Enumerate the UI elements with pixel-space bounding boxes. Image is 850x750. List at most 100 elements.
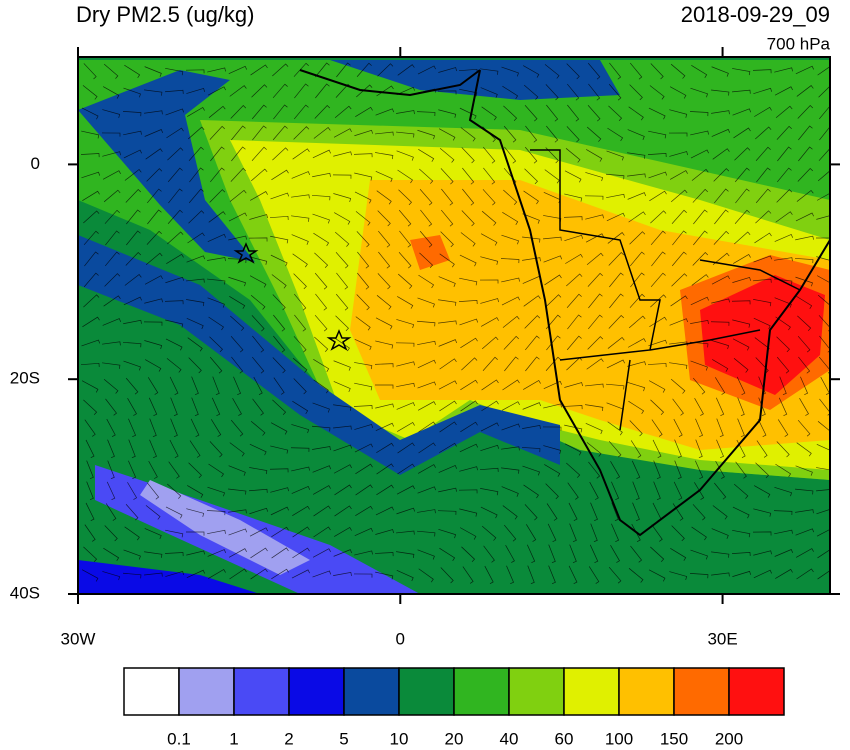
wind-barb xyxy=(566,335,582,351)
wind-barb xyxy=(500,258,520,264)
wind-barb xyxy=(440,209,454,227)
colorbar-label: 0.1 xyxy=(167,729,191,748)
wind-barb xyxy=(590,502,598,522)
wind-barb xyxy=(753,299,772,307)
wind-barb xyxy=(482,146,496,164)
wind-barb xyxy=(610,461,621,479)
wind-barb xyxy=(125,251,142,266)
wind-barb xyxy=(356,84,373,98)
wind-barb xyxy=(569,544,577,564)
wind-barb xyxy=(333,549,353,557)
wind-barb xyxy=(543,191,561,204)
wind-barb xyxy=(462,566,474,584)
wind-barb xyxy=(628,106,644,121)
wind-barb xyxy=(124,274,142,286)
wind-barb xyxy=(145,505,161,520)
wind-barb xyxy=(522,465,540,476)
wind-barb xyxy=(83,272,99,288)
wind-barb xyxy=(796,189,814,202)
wind-barb xyxy=(795,548,814,558)
wind-barb xyxy=(458,300,478,305)
wind-barb xyxy=(127,482,138,500)
colorbar-box xyxy=(728,667,785,716)
wind-barb xyxy=(333,381,351,393)
wind-barb xyxy=(755,188,771,204)
wind-barb xyxy=(503,524,517,542)
wind-barb xyxy=(396,110,415,115)
wind-barb xyxy=(334,212,351,225)
colorbar-label: 100 xyxy=(605,729,633,748)
wind-barb xyxy=(374,384,394,389)
wind-barb xyxy=(355,463,373,475)
wind-barb xyxy=(523,65,540,78)
wind-barb xyxy=(315,293,328,311)
wind-barb xyxy=(293,378,307,395)
wind-barb xyxy=(711,128,731,137)
wind-barb xyxy=(271,568,289,580)
wind-barb xyxy=(144,551,163,558)
wind-barb xyxy=(524,315,541,329)
wind-barb xyxy=(353,573,373,578)
wind-barb xyxy=(774,529,793,535)
wind-barb xyxy=(419,188,433,206)
wind-barb xyxy=(397,442,415,454)
wind-barb xyxy=(800,376,809,396)
wind-barb xyxy=(376,463,394,475)
wind-barb xyxy=(417,401,436,411)
wind-barb xyxy=(185,69,205,74)
wind-barb xyxy=(147,482,160,500)
wind-barb xyxy=(545,483,559,500)
wind-barb xyxy=(354,527,374,537)
wind-barb xyxy=(606,173,625,180)
wind-barb xyxy=(123,572,142,579)
wind-barb xyxy=(776,356,790,374)
wind-barb xyxy=(207,233,227,242)
wind-barb xyxy=(584,195,604,200)
wind-barb xyxy=(293,293,307,311)
wind-barb xyxy=(354,443,373,453)
wind-barb xyxy=(375,571,394,580)
wind-barb xyxy=(459,277,478,286)
wind-barb xyxy=(209,441,223,458)
wind-barb xyxy=(692,504,706,521)
wind-barb xyxy=(776,336,790,353)
wind-barb xyxy=(165,108,185,116)
wind-barb xyxy=(84,419,96,437)
wind-barb xyxy=(208,463,224,478)
wind-barb xyxy=(249,527,268,537)
wind-barb xyxy=(753,87,772,95)
wind-barb xyxy=(396,382,415,388)
wind-barb xyxy=(794,258,814,264)
wind-barb xyxy=(566,273,583,287)
wind-barb xyxy=(546,503,558,521)
colorbar-label: 40 xyxy=(500,729,519,748)
wind-barb xyxy=(606,212,625,222)
wind-barb xyxy=(312,213,330,224)
wind-barb xyxy=(649,85,665,100)
wind-barb xyxy=(375,529,394,535)
wind-barb xyxy=(587,105,601,122)
wind-barb xyxy=(231,125,246,141)
wind-barb xyxy=(208,105,226,118)
wind-barb xyxy=(480,488,499,496)
wind-barb xyxy=(250,568,268,580)
wind-barb xyxy=(690,130,709,136)
wind-barb xyxy=(81,380,99,393)
wind-barb xyxy=(314,314,328,332)
wind-barb xyxy=(611,481,620,501)
wind-barb xyxy=(505,544,515,563)
wind-barb xyxy=(462,167,475,185)
wind-barb xyxy=(670,63,686,79)
wind-barb xyxy=(333,193,352,203)
wind-barb xyxy=(774,278,793,285)
wind-barb xyxy=(272,294,286,311)
wind-barb xyxy=(777,167,792,183)
wind-barb xyxy=(313,127,331,139)
wind-barb xyxy=(755,357,769,374)
wind-barb xyxy=(480,68,499,75)
wind-barb xyxy=(629,251,645,267)
wind-barb xyxy=(523,190,539,205)
wind-barb xyxy=(228,548,247,558)
wind-barb xyxy=(167,209,183,225)
colorbar-box xyxy=(288,667,345,716)
